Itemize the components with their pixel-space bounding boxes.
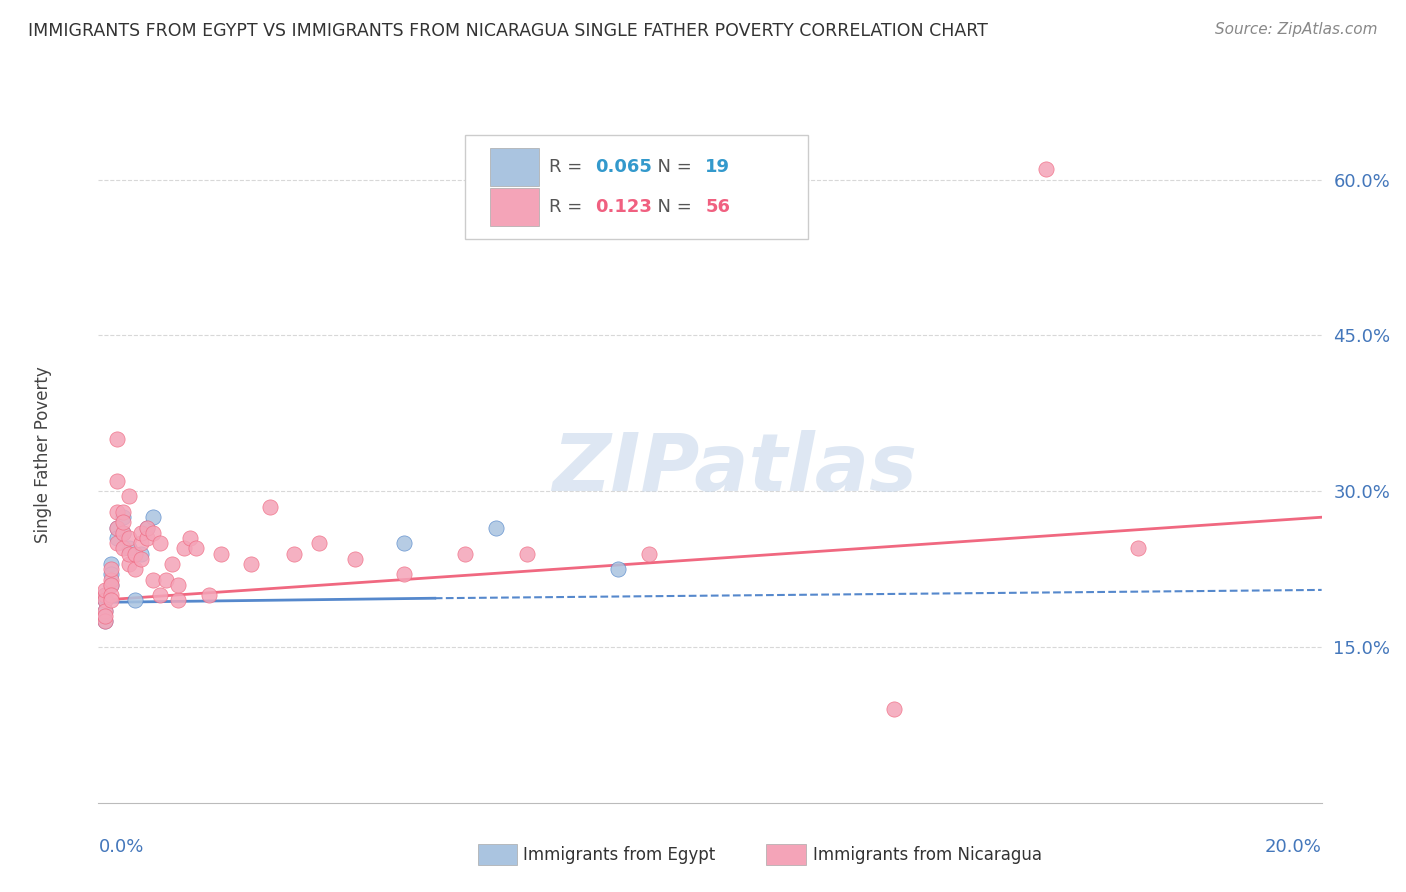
Text: Immigrants from Egypt: Immigrants from Egypt bbox=[523, 846, 716, 863]
Text: N =: N = bbox=[647, 158, 697, 176]
Point bbox=[118, 547, 141, 561]
Point bbox=[93, 582, 115, 597]
Point bbox=[344, 551, 367, 566]
Point bbox=[142, 573, 165, 587]
Point bbox=[100, 567, 122, 582]
Point bbox=[167, 578, 190, 592]
Text: R =: R = bbox=[548, 198, 588, 216]
Point bbox=[392, 567, 416, 582]
Text: R =: R = bbox=[548, 158, 588, 176]
Text: 0.123: 0.123 bbox=[595, 198, 652, 216]
Point bbox=[179, 531, 201, 545]
Point bbox=[129, 547, 152, 561]
Point bbox=[93, 608, 115, 623]
Point bbox=[142, 510, 165, 524]
Point bbox=[105, 474, 128, 488]
Point bbox=[883, 702, 905, 716]
Point bbox=[240, 557, 263, 571]
Point bbox=[124, 547, 146, 561]
Point bbox=[155, 573, 177, 587]
Text: 19: 19 bbox=[706, 158, 730, 176]
Text: 20.0%: 20.0% bbox=[1265, 838, 1322, 855]
Point bbox=[259, 500, 281, 514]
Point bbox=[93, 604, 115, 618]
Point bbox=[173, 541, 195, 556]
Point bbox=[93, 588, 115, 602]
Point bbox=[1035, 162, 1057, 177]
Text: ZIPatlas: ZIPatlas bbox=[553, 430, 917, 508]
Point bbox=[100, 578, 122, 592]
Point bbox=[129, 525, 152, 540]
Point bbox=[100, 578, 122, 592]
Text: Source: ZipAtlas.com: Source: ZipAtlas.com bbox=[1215, 22, 1378, 37]
Point bbox=[129, 536, 152, 550]
Point bbox=[100, 588, 122, 602]
Point bbox=[111, 525, 134, 540]
Point bbox=[100, 593, 122, 607]
Point bbox=[308, 536, 330, 550]
Point bbox=[118, 490, 141, 504]
Point bbox=[392, 536, 416, 550]
Text: 0.065: 0.065 bbox=[595, 158, 652, 176]
Point bbox=[149, 536, 172, 550]
Point bbox=[485, 520, 508, 534]
Point bbox=[136, 520, 159, 534]
Text: 0.0%: 0.0% bbox=[98, 838, 143, 855]
Point bbox=[118, 541, 141, 556]
Point bbox=[100, 557, 122, 571]
Point bbox=[1128, 541, 1150, 556]
Text: N =: N = bbox=[647, 198, 697, 216]
Point bbox=[111, 505, 134, 519]
Point bbox=[105, 505, 128, 519]
Point bbox=[111, 541, 134, 556]
Point bbox=[197, 588, 219, 602]
Point bbox=[607, 562, 630, 576]
Point bbox=[637, 547, 661, 561]
Point bbox=[136, 520, 159, 534]
Point bbox=[105, 531, 128, 545]
Point bbox=[124, 593, 146, 607]
Point bbox=[93, 593, 115, 607]
Point bbox=[105, 520, 128, 534]
Point bbox=[111, 510, 134, 524]
Point bbox=[93, 614, 115, 628]
Point bbox=[93, 588, 115, 602]
Text: 56: 56 bbox=[706, 198, 730, 216]
Text: IMMIGRANTS FROM EGYPT VS IMMIGRANTS FROM NICARAGUA SINGLE FATHER POVERTY CORRELA: IMMIGRANTS FROM EGYPT VS IMMIGRANTS FROM… bbox=[28, 22, 988, 40]
Bar bbox=[489, 188, 538, 226]
Point bbox=[209, 547, 232, 561]
Bar bbox=[489, 148, 538, 186]
Text: Single Father Poverty: Single Father Poverty bbox=[34, 367, 52, 543]
Point bbox=[100, 573, 122, 587]
Point bbox=[93, 593, 115, 607]
Point bbox=[516, 547, 538, 561]
Point bbox=[105, 536, 128, 550]
Point bbox=[167, 593, 190, 607]
Point bbox=[142, 525, 165, 540]
Point bbox=[100, 562, 122, 576]
FancyBboxPatch shape bbox=[465, 135, 808, 239]
Point bbox=[149, 588, 172, 602]
Point bbox=[105, 433, 128, 447]
Point bbox=[105, 520, 128, 534]
Point bbox=[186, 541, 208, 556]
Text: Immigrants from Nicaragua: Immigrants from Nicaragua bbox=[813, 846, 1042, 863]
Point bbox=[160, 557, 183, 571]
Point bbox=[454, 547, 477, 561]
Point bbox=[111, 516, 134, 530]
Point bbox=[136, 531, 159, 545]
Point bbox=[93, 614, 115, 628]
Point bbox=[118, 531, 141, 545]
Point bbox=[283, 547, 305, 561]
Point bbox=[111, 525, 134, 540]
Point bbox=[118, 557, 141, 571]
Point bbox=[93, 604, 115, 618]
Point bbox=[124, 562, 146, 576]
Point bbox=[129, 551, 152, 566]
